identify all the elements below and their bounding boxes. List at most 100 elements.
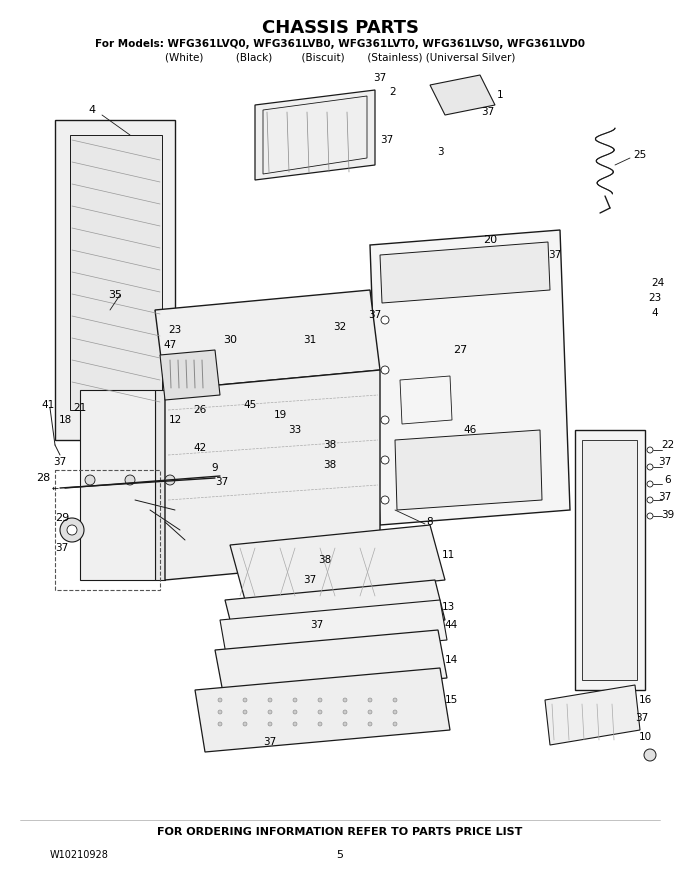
Circle shape [343,710,347,714]
Text: 37: 37 [216,477,228,487]
Circle shape [67,525,77,535]
Circle shape [318,710,322,714]
Text: 23: 23 [169,325,182,335]
Circle shape [647,464,653,470]
Polygon shape [575,430,645,690]
Text: 25: 25 [633,150,647,160]
Text: 45: 45 [243,400,256,410]
Text: 38: 38 [318,555,332,565]
Circle shape [268,722,272,726]
Polygon shape [155,290,380,390]
Circle shape [343,698,347,702]
Text: 47: 47 [163,340,177,350]
Text: 37: 37 [53,457,67,467]
Polygon shape [225,580,445,640]
Circle shape [647,513,653,519]
Text: 28: 28 [36,473,50,483]
Text: 20: 20 [483,235,497,245]
Text: 21: 21 [73,403,86,413]
Text: 39: 39 [662,510,675,520]
Text: 37: 37 [380,135,394,145]
Polygon shape [395,430,542,510]
Polygon shape [160,350,220,400]
Polygon shape [215,630,447,698]
Circle shape [218,710,222,714]
Text: 4: 4 [88,105,96,115]
Circle shape [644,749,656,761]
Polygon shape [230,525,445,600]
Text: 42: 42 [193,443,207,453]
Text: 38: 38 [324,440,337,450]
Circle shape [381,366,389,374]
Text: 12: 12 [169,415,182,425]
Polygon shape [70,135,162,410]
Text: 37: 37 [263,737,277,747]
Text: 44: 44 [444,620,458,630]
Circle shape [218,722,222,726]
Circle shape [381,316,389,324]
Text: 19: 19 [273,410,287,420]
Text: 37: 37 [373,73,387,83]
Text: ←: ← [52,483,58,493]
Circle shape [381,496,389,504]
Text: 37: 37 [635,713,649,723]
Text: 6: 6 [664,475,671,485]
Circle shape [243,722,247,726]
Text: 1: 1 [496,90,503,100]
Circle shape [268,698,272,702]
Circle shape [125,475,135,485]
Circle shape [647,497,653,503]
Circle shape [218,698,222,702]
Circle shape [647,447,653,453]
Text: 15: 15 [444,695,458,705]
Circle shape [318,698,322,702]
Circle shape [647,481,653,487]
Text: 38: 38 [324,460,337,470]
Circle shape [85,475,95,485]
Polygon shape [55,120,175,440]
Text: 18: 18 [58,415,71,425]
Polygon shape [545,685,640,745]
Text: 37: 37 [658,457,672,467]
Polygon shape [430,75,495,115]
Text: (White)          (Black)         (Biscuit)       (Stainless) (Universal Silver): (White) (Black) (Biscuit) (Stainless) (U… [165,52,515,62]
Text: FOR ORDERING INFORMATION REFER TO PARTS PRICE LIST: FOR ORDERING INFORMATION REFER TO PARTS … [157,827,523,837]
Polygon shape [80,390,155,580]
Circle shape [343,722,347,726]
Polygon shape [582,440,637,680]
Circle shape [318,722,322,726]
Polygon shape [220,600,447,660]
Text: 3: 3 [437,147,443,157]
Text: 11: 11 [441,550,455,560]
Polygon shape [380,242,550,303]
Text: 27: 27 [453,345,467,355]
Text: 32: 32 [333,322,347,332]
Text: 2: 2 [390,87,396,97]
Text: 37: 37 [55,543,69,553]
Text: 46: 46 [463,425,477,435]
Text: 37: 37 [303,575,317,585]
Text: 22: 22 [662,440,675,450]
Text: 37: 37 [481,107,494,117]
Circle shape [293,698,297,702]
Text: 37: 37 [548,250,562,260]
Text: 41: 41 [41,400,54,410]
Polygon shape [370,230,570,525]
Text: 10: 10 [639,732,651,742]
Polygon shape [155,390,165,580]
Circle shape [368,722,372,726]
Circle shape [60,518,84,542]
Text: 4: 4 [651,308,658,318]
Circle shape [268,710,272,714]
Text: 24: 24 [651,278,664,288]
Polygon shape [195,668,450,752]
Text: 35: 35 [108,290,122,300]
Polygon shape [165,370,380,580]
Circle shape [368,698,372,702]
Text: W10210928: W10210928 [50,850,109,860]
Text: 23: 23 [648,293,662,303]
Text: 9: 9 [211,463,218,473]
Text: 33: 33 [288,425,302,435]
Circle shape [293,710,297,714]
Circle shape [243,710,247,714]
